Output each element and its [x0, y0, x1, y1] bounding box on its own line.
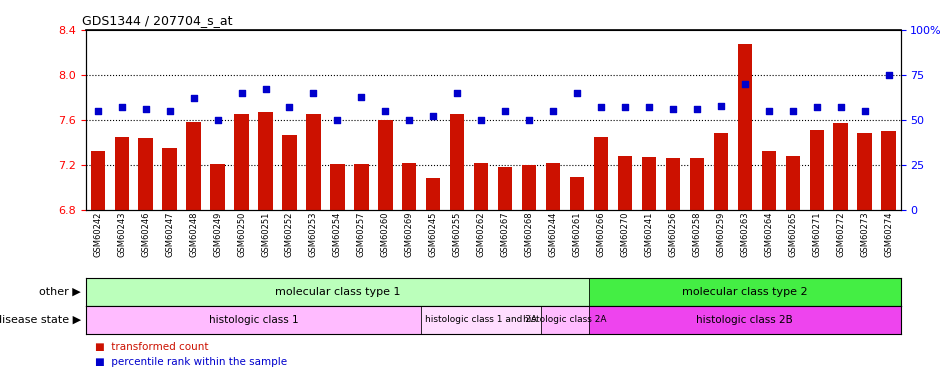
Bar — [808, 130, 823, 210]
Text: histologic class 1: histologic class 1 — [208, 315, 298, 325]
Bar — [114, 137, 129, 210]
Point — [712, 103, 727, 109]
Point — [353, 94, 368, 100]
Bar — [306, 114, 320, 210]
Bar — [282, 135, 296, 210]
Point — [258, 86, 273, 92]
Point — [138, 106, 153, 112]
Bar — [498, 167, 512, 210]
Bar — [641, 157, 655, 210]
Bar — [426, 178, 440, 210]
Point — [856, 108, 871, 114]
Bar — [665, 158, 680, 210]
Bar — [449, 114, 464, 210]
Text: histologic class 1 and 2A: histologic class 1 and 2A — [425, 315, 537, 324]
Text: molecular class type 1: molecular class type 1 — [274, 286, 400, 297]
Point — [449, 90, 465, 96]
Point — [688, 106, 704, 112]
Bar — [833, 123, 847, 210]
Bar — [881, 131, 895, 210]
Point — [545, 108, 560, 114]
Point — [880, 72, 895, 78]
Text: molecular class type 2: molecular class type 2 — [682, 286, 806, 297]
Point — [233, 90, 248, 96]
Bar — [402, 163, 416, 210]
Bar — [86, 278, 588, 306]
Bar — [784, 156, 799, 210]
Point — [473, 117, 488, 123]
Bar — [421, 306, 541, 334]
Point — [641, 104, 656, 110]
Bar — [588, 278, 900, 306]
Point — [617, 104, 632, 110]
Point — [664, 106, 680, 112]
Bar — [545, 163, 560, 210]
Point — [832, 104, 847, 110]
Bar — [354, 164, 368, 210]
Bar — [617, 156, 631, 210]
Point — [808, 104, 823, 110]
Bar — [857, 134, 871, 210]
Bar — [86, 306, 421, 334]
Point — [329, 117, 345, 123]
Bar — [522, 165, 536, 210]
Bar — [378, 120, 392, 210]
Point — [377, 108, 392, 114]
Point — [737, 81, 752, 87]
Text: histologic class 2A: histologic class 2A — [523, 315, 606, 324]
Point — [186, 95, 201, 101]
Bar — [162, 148, 177, 210]
Bar — [90, 152, 105, 210]
Text: histologic class 2B: histologic class 2B — [696, 315, 792, 325]
Point — [497, 108, 512, 114]
Point — [282, 104, 297, 110]
Text: ■  percentile rank within the sample: ■ percentile rank within the sample — [95, 357, 288, 367]
Point — [784, 108, 800, 114]
Bar — [234, 114, 248, 210]
Bar — [258, 112, 272, 210]
Bar — [138, 138, 152, 210]
Point — [761, 108, 776, 114]
Bar — [689, 158, 704, 210]
Bar — [187, 122, 201, 210]
Point — [162, 108, 177, 114]
Bar — [541, 306, 588, 334]
Bar — [588, 306, 900, 334]
Point — [209, 117, 225, 123]
Text: disease state ▶: disease state ▶ — [0, 315, 81, 325]
Point — [90, 108, 106, 114]
Text: other ▶: other ▶ — [39, 286, 81, 297]
Point — [401, 117, 416, 123]
Bar — [713, 134, 727, 210]
Bar — [329, 164, 345, 210]
Point — [306, 90, 321, 96]
Point — [569, 90, 585, 96]
Text: ■  transformed count: ■ transformed count — [95, 342, 208, 352]
Bar — [210, 164, 225, 210]
Point — [426, 113, 441, 119]
Bar — [473, 163, 487, 210]
Bar — [737, 44, 751, 210]
Point — [114, 104, 129, 110]
Bar — [569, 177, 584, 210]
Point — [521, 117, 536, 123]
Text: GDS1344 / 207704_s_at: GDS1344 / 207704_s_at — [82, 15, 232, 27]
Point — [593, 104, 608, 110]
Bar — [593, 137, 607, 210]
Bar — [761, 152, 775, 210]
